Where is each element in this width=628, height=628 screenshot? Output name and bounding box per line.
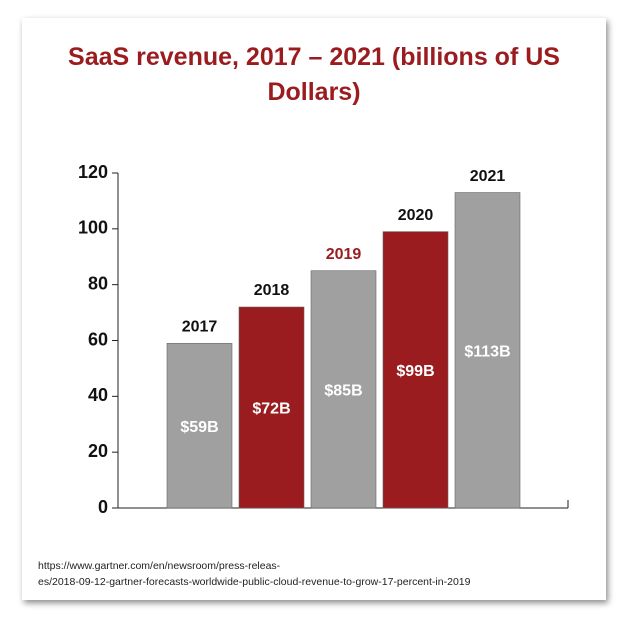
value-label: $99B [396,363,434,380]
value-label: $72B [252,401,290,418]
bar [310,270,377,509]
value-label: $85B [324,383,362,400]
value-label: $113B [464,343,510,360]
y-tick-label: 60 [88,329,108,349]
source: es/2018-09-12-gartner-forecasts-worldwid… [38,576,471,588]
y-tick-label: 20 [88,441,108,461]
y-tick-label: 0 [98,497,108,517]
chart-title: SaaS revenue, 2017 – 2021 (billions of U… [68,43,560,106]
y-tick-label: 40 [88,385,108,405]
y-tick-label: 80 [88,273,108,293]
category-label: 2020 [398,207,434,224]
category-label: 2019 [326,246,362,263]
value-label: $59B [180,419,218,436]
bar [382,231,449,509]
y-tick-label: 120 [78,162,108,182]
category-label: 2017 [182,319,218,336]
category-label: 2018 [254,282,290,299]
y-tick-label: 100 [78,218,108,238]
bar [166,342,233,509]
bar [238,306,305,509]
source: https://www.gartner.com/en/newsroom/pres… [38,560,281,572]
bar [454,192,521,509]
category-label: 2021 [470,168,506,185]
